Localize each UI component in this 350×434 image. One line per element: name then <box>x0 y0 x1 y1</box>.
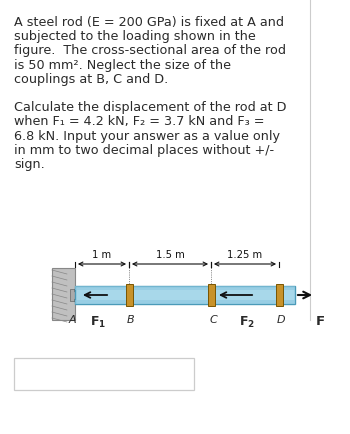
Text: B: B <box>127 315 135 325</box>
Bar <box>52 268 75 320</box>
Text: in mm to two decimal places without +/-: in mm to two decimal places without +/- <box>14 144 274 157</box>
Text: 1 m: 1 m <box>92 250 112 260</box>
Bar <box>75 300 295 304</box>
Text: C: C <box>209 315 217 325</box>
Text: $\mathbf{F}$: $\mathbf{F}$ <box>315 315 325 328</box>
Text: A steel rod (E = 200 GPa) is fixed at A and: A steel rod (E = 200 GPa) is fixed at A … <box>14 16 284 29</box>
Text: $\mathbf{F_1}$: $\mathbf{F_1}$ <box>90 315 106 330</box>
Text: sign.: sign. <box>14 158 45 171</box>
Bar <box>75 286 295 304</box>
Text: is 50 mm². Neglect the size of the: is 50 mm². Neglect the size of the <box>14 59 231 72</box>
Text: 1.5 m: 1.5 m <box>156 250 184 260</box>
Bar <box>75 286 295 289</box>
Text: when F₁ = 4.2 kN, F₂ = 3.7 kN and F₃ =: when F₁ = 4.2 kN, F₂ = 3.7 kN and F₃ = <box>14 115 265 128</box>
Bar <box>70 289 80 301</box>
Text: couplings at B, C and D.: couplings at B, C and D. <box>14 73 168 86</box>
Text: 1.25 m: 1.25 m <box>228 250 262 260</box>
Text: 6.8 kN. Input your answer as a value only: 6.8 kN. Input your answer as a value onl… <box>14 130 280 143</box>
Bar <box>14 358 194 390</box>
Bar <box>126 284 133 306</box>
Bar <box>275 284 282 306</box>
Text: subjected to the loading shown in the: subjected to the loading shown in the <box>14 30 256 43</box>
Text: D: D <box>277 315 285 325</box>
Text: figure.  The cross-sectional area of the rod: figure. The cross-sectional area of the … <box>14 44 286 57</box>
Bar <box>208 284 215 306</box>
Text: A: A <box>68 315 76 325</box>
Text: $\mathbf{F_2}$: $\mathbf{F_2}$ <box>239 315 255 330</box>
Text: Calculate the displacement of the rod at D: Calculate the displacement of the rod at… <box>14 101 287 114</box>
